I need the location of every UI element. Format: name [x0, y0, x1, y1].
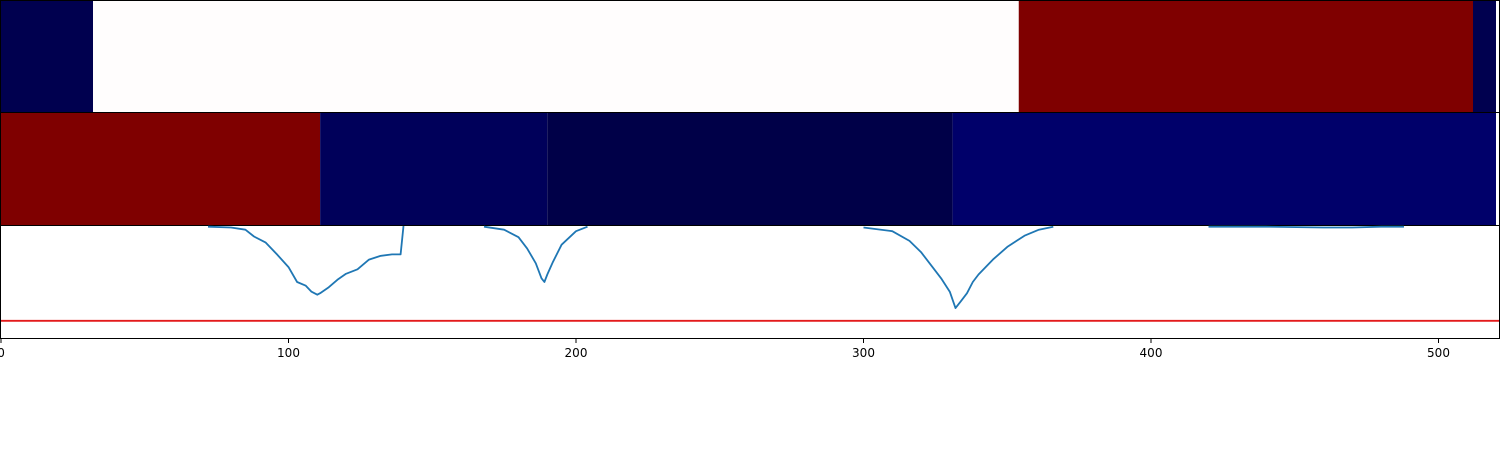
- x-tick-label-0: 0: [0, 346, 5, 360]
- band-2-segment-3: [547, 113, 953, 225]
- band-2-segment-2: [320, 113, 548, 225]
- series-line: [207, 225, 1404, 309]
- band-1-segment-2: [93, 1, 1019, 112]
- heatmap-bands: [0, 0, 1500, 226]
- x-tick-label-400: 400: [1140, 346, 1163, 360]
- x-tick-label-300: 300: [852, 346, 875, 360]
- x-tick-label-500: 500: [1427, 346, 1450, 360]
- x-tick-label-200: 200: [565, 346, 588, 360]
- band-1-segment-3: [1018, 1, 1473, 112]
- x-tick-label-100: 100: [277, 346, 300, 360]
- band-1-segment-4: [1473, 1, 1496, 112]
- line-panel-frame: [0, 225, 1500, 339]
- band-2-segment-1: [1, 113, 321, 225]
- band-1-segment-1: [1, 1, 93, 112]
- band-2-segment-4: [952, 113, 1496, 225]
- x-axis: 0 100 200 300 400 500: [0, 338, 1450, 360]
- line-panel: [0, 225, 1500, 339]
